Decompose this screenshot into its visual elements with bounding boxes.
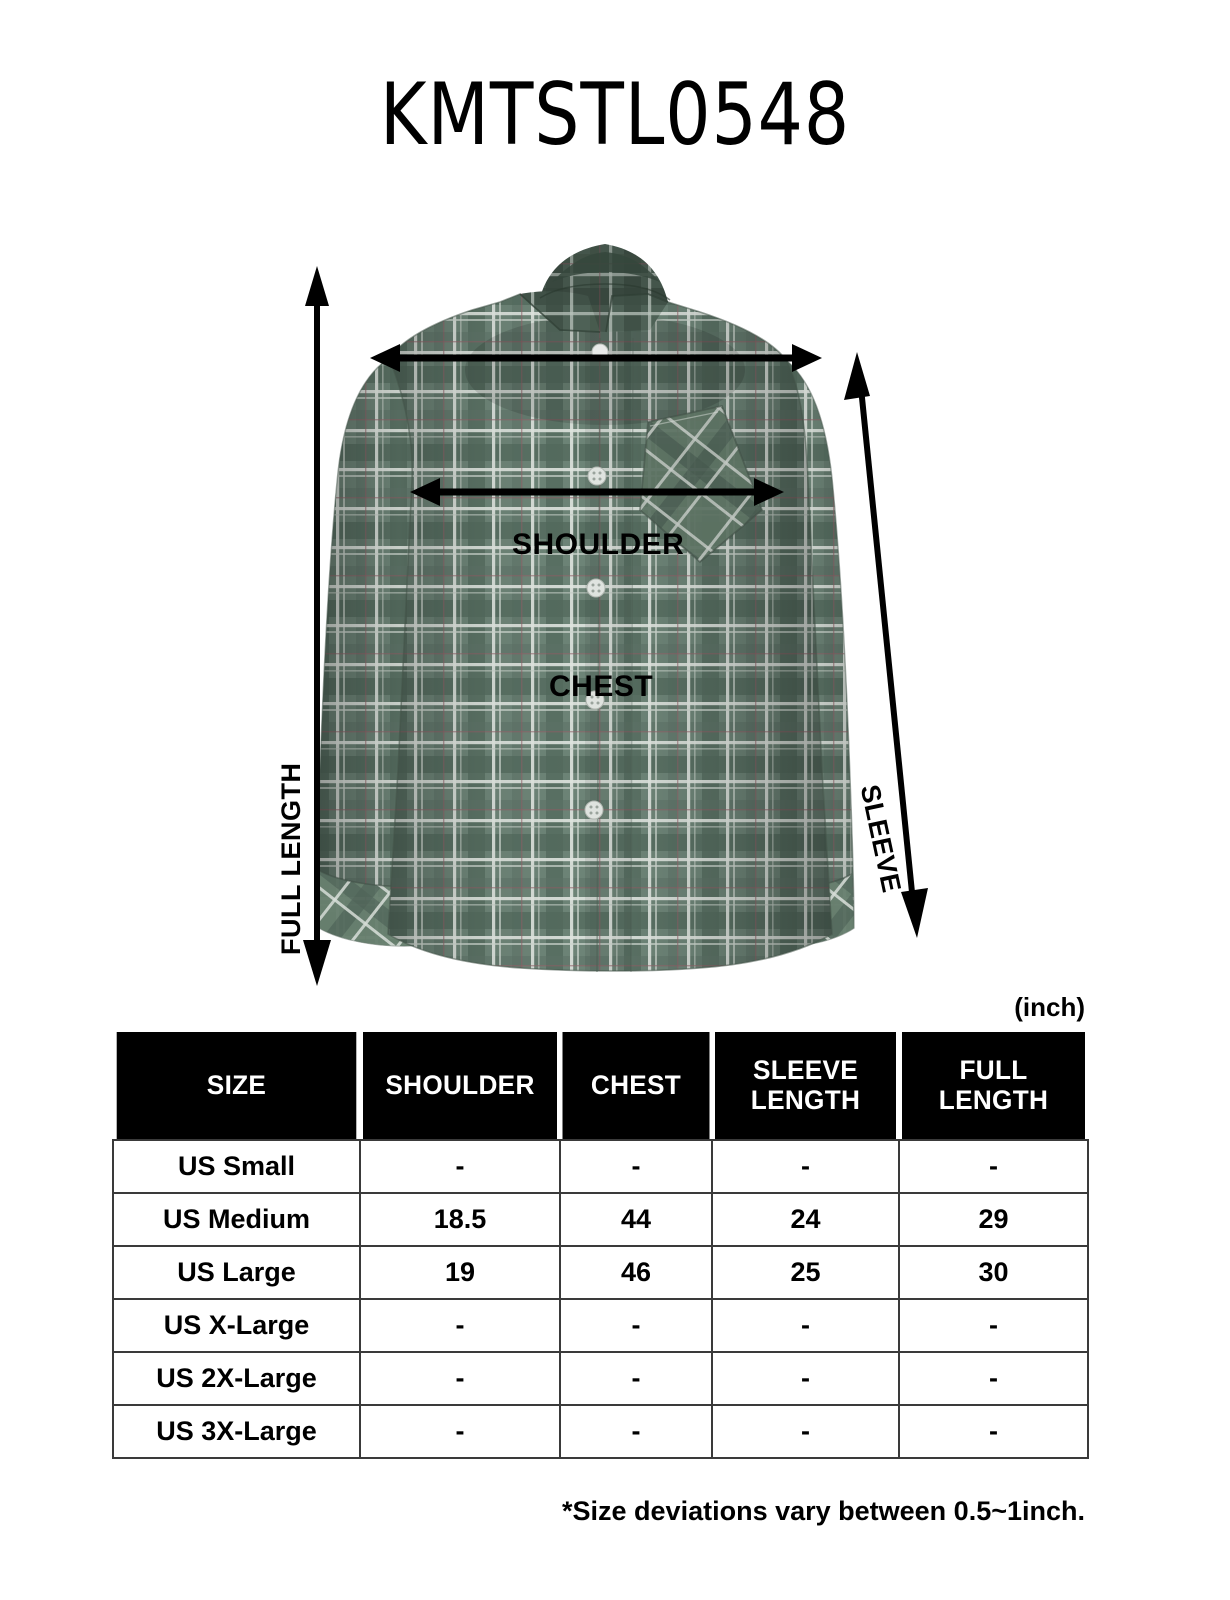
shoulder-label: SHOULDER bbox=[512, 528, 685, 561]
table-row: US Medium 18.5 44 24 29 bbox=[112, 1192, 1089, 1247]
shoulder-arrow bbox=[370, 344, 822, 372]
row-sleeve-length: 24 bbox=[711, 1192, 900, 1247]
row-chest: 46 bbox=[559, 1245, 713, 1300]
header-shoulder: SHOULDER bbox=[363, 1032, 557, 1140]
header-sleeve-length: SLEEVE LENGTH bbox=[714, 1032, 897, 1140]
row-shoulder: - bbox=[359, 1351, 561, 1406]
size-table: SIZE SHOULDER CHEST SLEEVE LENGTH FULL L… bbox=[112, 1032, 1089, 1459]
row-sleeve-length: 25 bbox=[711, 1245, 900, 1300]
header-sleeve-line1: SLEEVE bbox=[752, 1055, 859, 1086]
sleeve-arrow bbox=[844, 352, 928, 938]
row-shoulder: - bbox=[359, 1404, 561, 1459]
header-full-line2: LENGTH bbox=[938, 1084, 1049, 1115]
full-length-arrow bbox=[303, 266, 331, 986]
row-size: US Medium bbox=[112, 1192, 361, 1247]
row-size: US Large bbox=[112, 1245, 361, 1300]
row-size: US X-Large bbox=[112, 1298, 361, 1353]
row-chest: 44 bbox=[559, 1192, 713, 1247]
row-sleeve-length: - bbox=[711, 1139, 900, 1194]
row-shoulder: - bbox=[359, 1298, 561, 1353]
chest-label: CHEST bbox=[549, 670, 654, 703]
size-deviation-note: *Size deviations vary between 0.5~1inch. bbox=[562, 1496, 1085, 1526]
shirt-pocket bbox=[639, 404, 764, 564]
units-note: (inch) bbox=[1014, 992, 1085, 1022]
shirt-body bbox=[387, 244, 833, 973]
table-row: US Large 19 46 25 30 bbox=[112, 1245, 1089, 1300]
table-row: US Small - - - - bbox=[112, 1139, 1089, 1194]
table-row: US X-Large - - - - bbox=[112, 1298, 1089, 1353]
row-size: US 2X-Large bbox=[112, 1351, 361, 1406]
header-chest: CHEST bbox=[562, 1032, 710, 1140]
header-full-length: FULL LENGTH bbox=[901, 1032, 1086, 1140]
row-shoulder: 19 bbox=[359, 1245, 561, 1300]
row-full-length: - bbox=[898, 1404, 1089, 1459]
row-shoulder: 18.5 bbox=[359, 1192, 561, 1247]
chest-arrow bbox=[410, 478, 784, 506]
shirt-illustration bbox=[303, 244, 928, 986]
size-table-wrapper: SIZE SHOULDER CHEST SLEEVE LENGTH FULL L… bbox=[112, 1032, 1089, 1459]
table-header-row: SIZE SHOULDER CHEST SLEEVE LENGTH FULL L… bbox=[113, 1032, 1088, 1140]
row-shoulder: - bbox=[359, 1139, 561, 1194]
table-body: US Small - - - - US Medium 18.5 44 24 29… bbox=[112, 1139, 1089, 1459]
row-chest: - bbox=[559, 1351, 713, 1406]
row-full-length: 29 bbox=[898, 1192, 1089, 1247]
header-sleeve-line2: LENGTH bbox=[750, 1084, 861, 1115]
garment-diagram: SHOULDER CHEST FULL LENGTH SLEEVE bbox=[0, 210, 1230, 1010]
row-size: US 3X-Large bbox=[112, 1404, 361, 1459]
shirt-collar bbox=[519, 244, 671, 333]
row-sleeve-length: - bbox=[711, 1404, 900, 1459]
row-sleeve-length: - bbox=[711, 1351, 900, 1406]
row-full-length: - bbox=[898, 1351, 1089, 1406]
header-full-line1: FULL bbox=[959, 1055, 1028, 1086]
row-chest: - bbox=[559, 1139, 713, 1194]
row-full-length: 30 bbox=[898, 1245, 1089, 1300]
row-full-length: - bbox=[898, 1139, 1089, 1194]
page-title: KMTSTL0548 bbox=[379, 65, 851, 165]
header-size: SIZE bbox=[116, 1032, 357, 1140]
full-length-label: FULL LENGTH bbox=[276, 762, 306, 955]
measurement-arrows bbox=[303, 266, 928, 986]
row-size: US Small bbox=[112, 1139, 361, 1194]
row-chest: - bbox=[559, 1404, 713, 1459]
table-row: US 3X-Large - - - - bbox=[112, 1404, 1089, 1459]
table-row: US 2X-Large - - - - bbox=[112, 1351, 1089, 1406]
row-chest: - bbox=[559, 1298, 713, 1353]
row-full-length: - bbox=[898, 1298, 1089, 1353]
row-sleeve-length: - bbox=[711, 1298, 900, 1353]
shirt-buttons bbox=[584, 343, 609, 820]
